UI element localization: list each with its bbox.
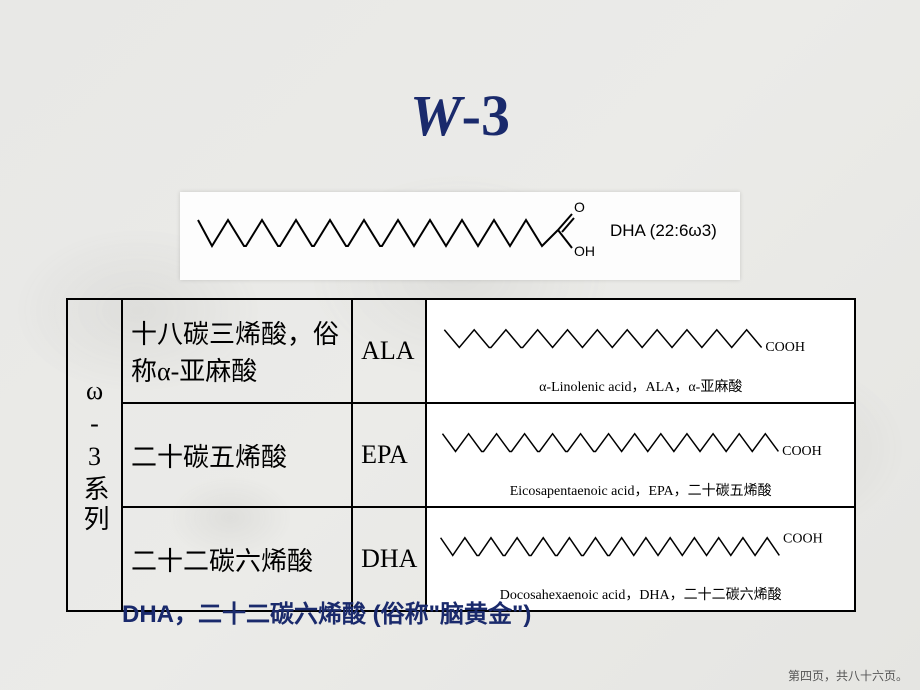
page-footer: 第四页，共八十六页。	[788, 667, 908, 684]
row-name: 十八碳三烯酸，俗称α-亚麻酸	[122, 299, 352, 403]
omega3-table: ω-3系列 十八碳三烯酸，俗称α-亚麻酸 ALA COOH α-Linoleni…	[66, 298, 856, 612]
row-structure: COOH α-Linolenic acid，ALA，α-亚麻酸	[426, 299, 855, 403]
epa-cooh: COOH	[783, 444, 823, 459]
hero-oh: OH	[574, 243, 595, 259]
hero-svg: O OH DHA (22:6ω3)	[180, 192, 740, 280]
series-label-cell: ω-3系列	[67, 299, 122, 611]
hero-o: O	[574, 199, 585, 215]
row-abbr: ALA	[352, 299, 426, 403]
table-row: ω-3系列 十八碳三烯酸，俗称α-亚麻酸 ALA COOH α-Linoleni…	[67, 299, 855, 403]
epa-caption: Eicosapentaenoic acid，EPA，二十碳五烯酸	[435, 480, 846, 500]
series-label: ω-3系列	[80, 376, 109, 535]
ala-cooh: COOH	[766, 340, 806, 355]
slide-title: W-3	[0, 82, 920, 149]
row-abbr: EPA	[352, 403, 426, 507]
table-row: 二十碳五烯酸 EPA COOH Eicosapentaenoic acid，EP…	[67, 403, 855, 507]
dha-cooh: COOH	[783, 531, 823, 546]
hero-molecule-dha: O OH DHA (22:6ω3)	[180, 192, 740, 280]
bottom-note: DHA，二十二碳六烯酸 (俗称"脑黄金")	[122, 594, 531, 629]
title-suffix: -3	[462, 83, 510, 148]
epa-svg: COOH	[435, 410, 846, 478]
ala-caption: α-Linolenic acid，ALA，α-亚麻酸	[435, 376, 846, 396]
row-structure: COOH Eicosapentaenoic acid，EPA，二十碳五烯酸	[426, 403, 855, 507]
ala-svg: COOH	[435, 306, 846, 374]
dha-svg: COOH	[435, 514, 846, 582]
title-italic: W	[410, 83, 462, 148]
hero-label: DHA (22:6ω3)	[610, 221, 717, 240]
row-name: 二十碳五烯酸	[122, 403, 352, 507]
